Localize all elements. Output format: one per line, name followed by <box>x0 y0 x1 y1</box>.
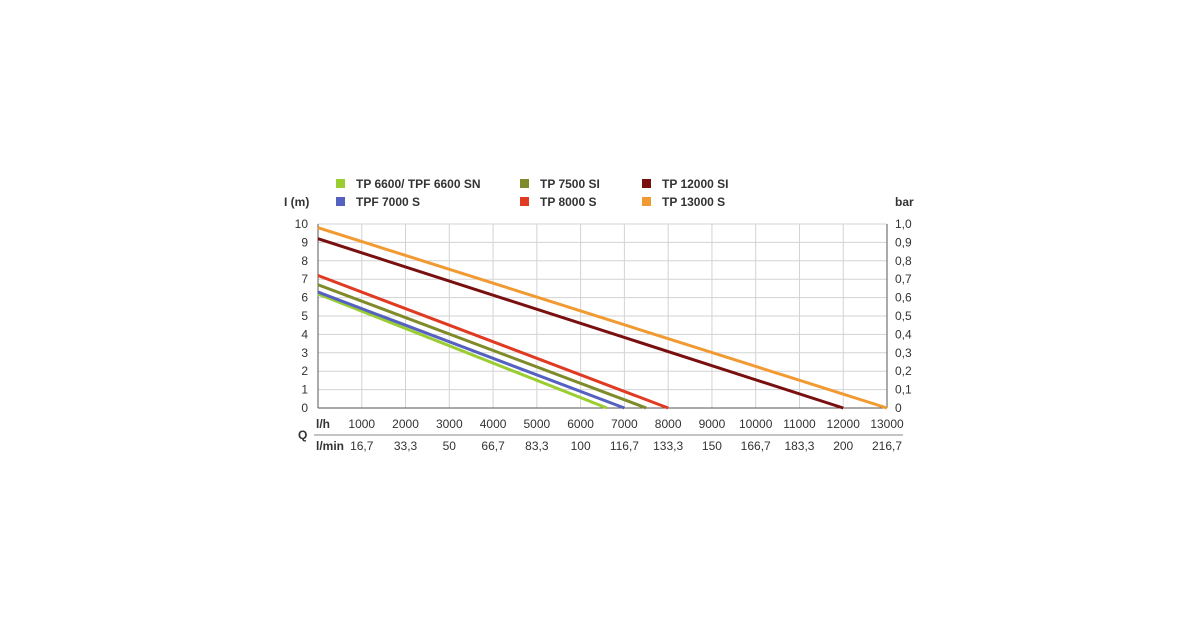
series-line-5 <box>317 226 888 410</box>
legend: TP 6600/ TPF 6600 SN TP 7500 SI TP 12000 S… <box>336 177 729 209</box>
legend-swatch-4 <box>520 197 529 206</box>
x-tick-label-lmin: 16,7 <box>350 439 374 453</box>
x-tick-label-lmin: 100 <box>571 439 591 453</box>
x-tick-label-lh: 11000 <box>783 417 816 431</box>
y-tick-label-left: 9 <box>301 235 308 249</box>
x-tick-label-lmin: 183,3 <box>784 439 814 453</box>
x-tick-label-lmin: 50 <box>443 439 457 453</box>
y-tick-label-right: 0,2 <box>895 364 912 378</box>
x-tick-label-lh: 8000 <box>655 417 682 431</box>
series-lines <box>317 226 888 410</box>
x-tick-label-lmin: 133,3 <box>653 439 683 453</box>
axes: 01234567891000,10,20,30,40,50,60,70,80,9… <box>284 195 914 453</box>
y-tick-label-left: 2 <box>301 364 308 378</box>
legend-swatch-0 <box>336 179 345 188</box>
x-tick-label-lh: 2000 <box>392 417 419 431</box>
x-tick-label-lmin: 200 <box>833 439 853 453</box>
legend-swatch-3 <box>336 197 345 206</box>
y-tick-label-left: 10 <box>295 217 309 231</box>
y-tick-label-left: 5 <box>301 309 308 323</box>
y-tick-label-left: 3 <box>301 346 308 360</box>
y-tick-label-right: 0 <box>895 401 902 415</box>
x-tick-label-lmin: 83,3 <box>525 439 549 453</box>
y-tick-label-right: 0,5 <box>895 309 912 323</box>
x-tick-label-lh: 3000 <box>436 417 463 431</box>
series-line-2 <box>317 237 844 410</box>
y-tick-label-right: 0,4 <box>895 327 912 341</box>
x-tick-label-lmin: 33,3 <box>394 439 418 453</box>
legend-label-0: TP 6600/ TPF 6600 SN <box>356 177 481 191</box>
legend-label-1: TP 7500 SI <box>540 177 600 191</box>
x-tick-label-lh: 9000 <box>699 417 726 431</box>
y-tick-label-left: 0 <box>301 401 308 415</box>
legend-label-2: TP 12000 SI <box>662 177 729 191</box>
y-tick-label-right: 0,1 <box>895 383 912 397</box>
legend-swatch-5 <box>642 197 651 206</box>
y-tick-label-right: 0,7 <box>895 272 912 286</box>
series-line-0 <box>317 292 608 410</box>
x-tick-label-lh: 13000 <box>870 417 904 431</box>
x-tick-label-lh: 12000 <box>827 417 861 431</box>
y-tick-label-left: 8 <box>301 254 308 268</box>
y-tick-label-right: 0,8 <box>895 254 912 268</box>
x-tick-label-lh: 4000 <box>480 417 507 431</box>
x-tick-label-lh: 7000 <box>611 417 638 431</box>
y-tick-label-right: 0,3 <box>895 346 912 360</box>
x-tick-label-lmin: 216,7 <box>872 439 902 453</box>
y-axis-title-left: I (m) <box>284 195 309 209</box>
x-tick-label-lmin: 150 <box>702 439 722 453</box>
x-tick-label-lh: 5000 <box>523 417 550 431</box>
y-tick-label-left: 1 <box>301 383 308 397</box>
x-tick-label-lmin: 116,7 <box>610 439 639 453</box>
x-unit-lmin: l/min <box>316 439 344 453</box>
y-tick-label-right: 1,0 <box>895 217 912 231</box>
legend-label-4: TP 8000 S <box>540 195 596 209</box>
x-axis-symbol: Q <box>298 428 307 442</box>
x-tick-label-lh: 6000 <box>567 417 594 431</box>
legend-label-5: TP 13000 S <box>662 195 725 209</box>
x-tick-label-lmin: 166,7 <box>741 439 771 453</box>
series-line-3 <box>317 290 625 410</box>
y-tick-label-right: 0,6 <box>895 291 912 305</box>
y-tick-label-left: 7 <box>301 272 308 286</box>
legend-swatch-1 <box>520 179 529 188</box>
x-tick-label-lh: 10000 <box>739 417 773 431</box>
x-tick-label-lmin: 66,7 <box>481 439 505 453</box>
legend-swatch-2 <box>642 179 651 188</box>
legend-label-3: TPF 7000 S <box>356 195 420 209</box>
y-tick-label-left: 6 <box>301 291 308 305</box>
y-axis-title-right: bar <box>895 195 914 209</box>
x-tick-label-lh: 1000 <box>348 417 375 431</box>
x-unit-lh: l/h <box>316 417 330 431</box>
series-line-4 <box>317 274 669 410</box>
y-tick-label-right: 0,9 <box>895 235 912 249</box>
series-line-1 <box>317 283 647 410</box>
y-tick-label-left: 4 <box>301 327 308 341</box>
